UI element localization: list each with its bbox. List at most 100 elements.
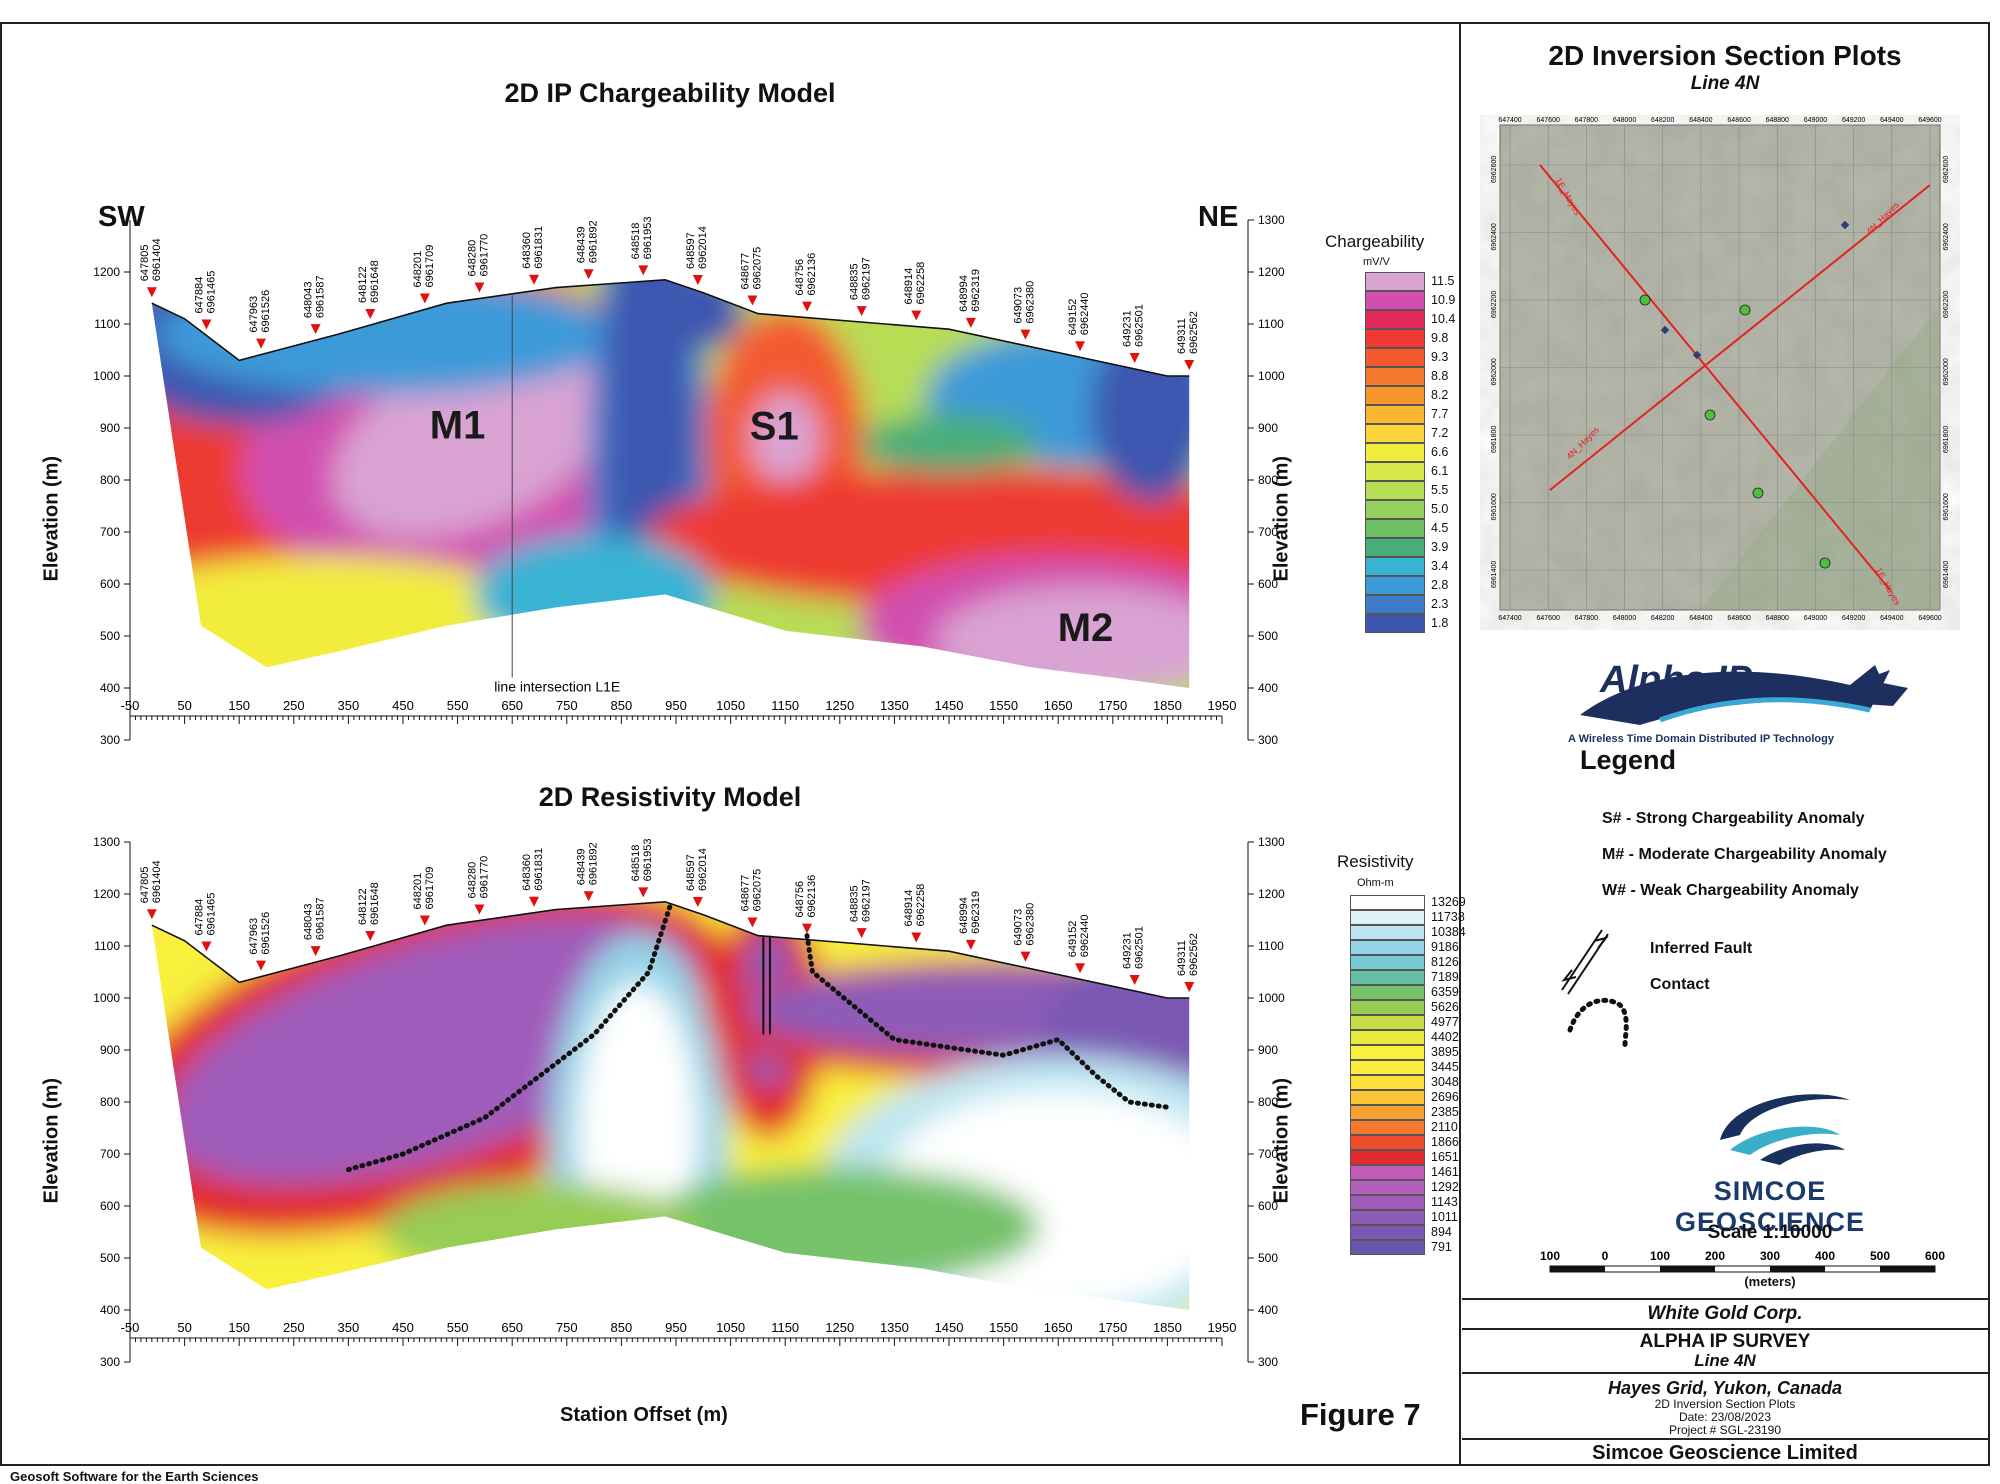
station-label-easting: 648280 <box>466 240 478 277</box>
station-label-northing: 6961831 <box>533 226 545 269</box>
resistivity-legend-title: Resistivity <box>1337 852 1414 871</box>
station-marker <box>310 324 321 335</box>
station-label-easting: 648122 <box>357 266 369 303</box>
section-plots-subtitle: Line 4N <box>1690 73 1760 94</box>
x-tick-label: 450 <box>392 698 414 713</box>
station-marker <box>1020 329 1031 340</box>
colorbar-value: 4402 <box>1431 1029 1459 1044</box>
x-tick-label: 850 <box>611 698 633 713</box>
map-station-point <box>1639 294 1651 306</box>
colorbar-value: 2.3 <box>1431 596 1449 611</box>
station-label-easting: 649152 <box>1067 299 1079 336</box>
chargeability-section: 647805 6961404 647884 6961465 647963 6961526 6… <box>93 213 1285 747</box>
y-tick-label-right: 1300 <box>1258 213 1285 227</box>
map-x-tick: 647600 <box>1537 117 1560 124</box>
legend-weak: W# - Weak Chargeability Anomaly <box>1602 882 1859 899</box>
map-y-tick: 6962000 <box>1943 358 1950 385</box>
y-tick-label: 500 <box>100 629 120 643</box>
colorbar-row <box>1350 1060 1425 1075</box>
station-label-northing: 6962501 <box>1134 926 1146 969</box>
colorbar-row <box>1350 925 1425 940</box>
station-label-easting: 649152 <box>1067 921 1079 958</box>
figure-label: Figure 7 <box>1300 1397 1421 1432</box>
colorbar-row <box>1365 310 1425 329</box>
station-label-northing: 6961770 <box>478 856 490 899</box>
map-y-tick: 6962400 <box>1491 223 1498 250</box>
station-label-northing: 6961770 <box>478 234 490 277</box>
legend-title: Legend <box>1580 745 1677 775</box>
scale-tick-label: 300 <box>1760 1249 1780 1263</box>
x-tick-label: 1050 <box>716 1320 745 1335</box>
map-x-tick: 647800 <box>1575 117 1598 124</box>
section-plots-title: 2D Inversion Section Plots <box>1548 40 1902 71</box>
contact-line-east <box>804 933 1170 1110</box>
colorbar-value: 5626 <box>1431 999 1459 1014</box>
x-axis-label: Station Offset (m) <box>560 1404 728 1426</box>
station-label-easting: 647805 <box>139 244 151 281</box>
scale-tick-label: 400 <box>1815 1249 1835 1263</box>
tb-date: Date: 23/08/2023 <box>1678 1410 1772 1424</box>
station-label-easting: 648518 <box>630 223 642 260</box>
x-tick-label: 250 <box>283 1320 305 1335</box>
y-tick-label-right: 500 <box>1258 629 1278 643</box>
station-label-easting: 648518 <box>630 845 642 882</box>
y-tick-label: 700 <box>100 525 120 539</box>
tb-project: Project # SGL-23190 <box>1668 1423 1782 1437</box>
survey-line-1e <box>1539 164 1891 591</box>
colorbar-value: 2110 <box>1431 1119 1458 1134</box>
topography-line <box>151 278 1190 377</box>
map-x-tick: 648600 <box>1727 615 1750 622</box>
colorbar-row <box>1350 1105 1425 1120</box>
map-x-tick: 649000 <box>1804 117 1827 124</box>
scale-title: Scale 1:10000 <box>1707 1222 1833 1243</box>
survey-line-4n <box>1549 184 1931 491</box>
x-tick-label: 250 <box>283 698 305 713</box>
x-tick-label: 1450 <box>935 698 964 713</box>
y-tick-label: 800 <box>100 473 120 487</box>
map-marker <box>1692 350 1702 360</box>
station-label-easting: 649073 <box>1012 287 1024 324</box>
station-label-easting: 648597 <box>685 232 697 269</box>
station-marker <box>583 891 594 902</box>
topography-line <box>151 900 1190 999</box>
fault-symbol-icon <box>1561 929 1609 995</box>
scale-bar-segment <box>1880 1266 1935 1272</box>
map-x-tick: 648200 <box>1651 615 1674 622</box>
station-marker <box>747 917 758 928</box>
footer-software: Geosoft Software for the Earth Sciences <box>10 1469 259 1484</box>
colorbar-row <box>1350 1045 1425 1060</box>
colorbar-value: 6359 <box>1431 984 1459 999</box>
colorbar-value: 1011 <box>1431 1209 1458 1224</box>
colorbar-row <box>1365 462 1425 481</box>
station-label-northing: 6961465 <box>205 271 217 314</box>
map-y-tick: 6961600 <box>1491 493 1498 520</box>
colorbar-row <box>1365 576 1425 595</box>
x-tick-label: -50 <box>121 698 140 713</box>
station-marker <box>146 287 157 298</box>
colorbar-value: 3048 <box>1431 1074 1459 1089</box>
colorbar-row <box>1365 443 1425 462</box>
station-label-northing: 6962197 <box>861 879 873 922</box>
station-label-easting: 648043 <box>303 903 315 940</box>
map-x-tick: 649600 <box>1918 117 1941 124</box>
colorbar-value: 1143 <box>1431 1194 1458 1209</box>
colorbar-value: 8126 <box>1431 954 1459 969</box>
y-tick-label: 900 <box>100 1043 120 1057</box>
y-tick-label-right: 800 <box>1258 473 1278 487</box>
station-label-northing: 6961831 <box>533 848 545 891</box>
station-marker <box>365 931 376 942</box>
colorbar-row <box>1350 940 1425 955</box>
colorbar-value: 4977 <box>1431 1014 1459 1029</box>
station-label-easting: 647963 <box>248 918 260 955</box>
station-label-northing: 6961404 <box>151 860 163 903</box>
station-label-northing: 6961526 <box>260 912 272 955</box>
map-station-point <box>1819 557 1831 569</box>
station-label-easting: 649231 <box>1122 932 1134 969</box>
x-tick-label: 1050 <box>716 698 745 713</box>
chargeability-title: 2D IP Chargeability Model <box>504 78 836 108</box>
station-label-northing: 6962075 <box>751 869 763 912</box>
x-tick-label: 150 <box>228 698 250 713</box>
scale-bar-segment <box>1660 1266 1715 1272</box>
station-marker <box>419 293 430 304</box>
y-tick-label: 600 <box>100 577 120 591</box>
